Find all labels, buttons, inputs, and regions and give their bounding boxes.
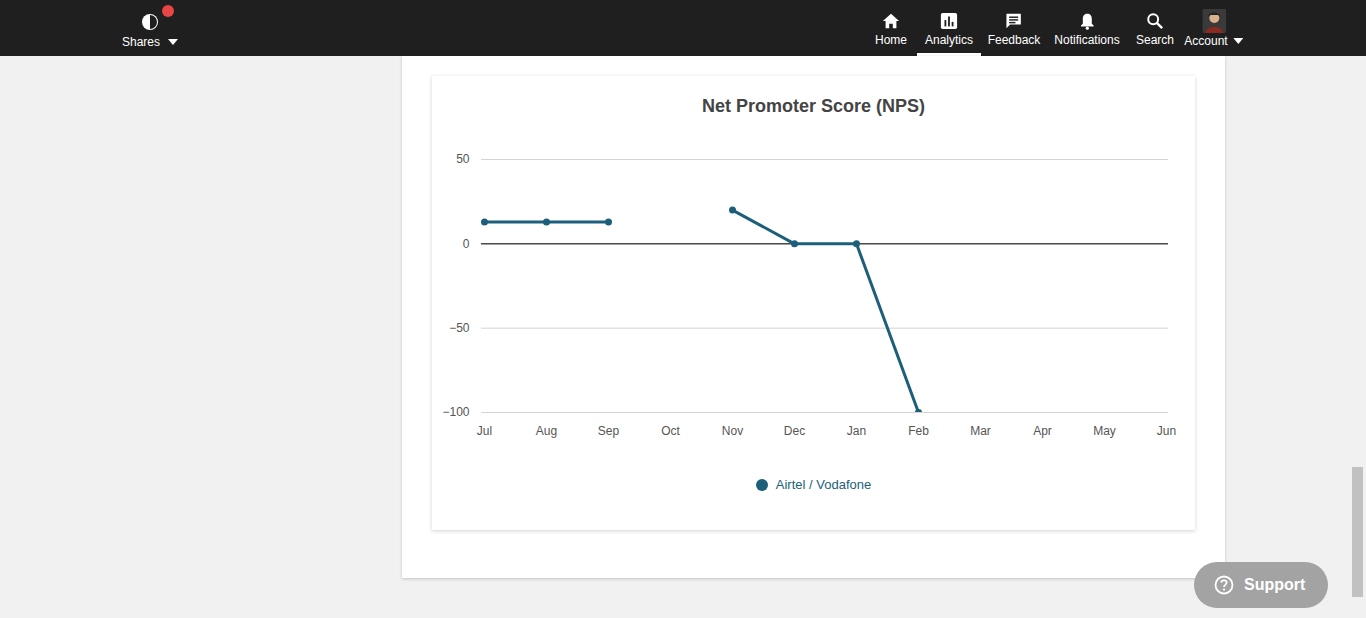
html-text:Airtel / Vodafone: Airtel / Vodafone: [775, 477, 872, 492]
svg-text:Sep: Sep: [598, 424, 620, 438]
svg-text:Jan: Jan: [847, 424, 866, 438]
html-text:Notifications: Notifications: [1054, 33, 1120, 47]
html-text:Shares: Shares: [122, 35, 160, 49]
svg-text:0: 0: [463, 237, 470, 251]
svg-text:Aug: Aug: [536, 424, 557, 438]
svg-text:Nov: Nov: [722, 424, 743, 438]
svg-text:Oct: Oct: [661, 424, 680, 438]
svg-text:May: May: [1093, 424, 1116, 438]
svg-text:Jun: Jun: [1157, 424, 1176, 438]
svg-text:Feb: Feb: [908, 424, 929, 438]
svg-text:Apr: Apr: [1033, 424, 1052, 438]
html-text:Support: Support: [1244, 576, 1306, 593]
svg-text:Mar: Mar: [970, 424, 991, 438]
html-text:Account: Account: [1184, 34, 1228, 48]
html-text:Search: Search: [1136, 33, 1174, 47]
html-text:Analytics: Analytics: [925, 33, 973, 47]
svg-text:Dec: Dec: [784, 424, 805, 438]
html-text:Feedback: Feedback: [987, 33, 1041, 47]
svg-text:Jul: Jul: [477, 424, 492, 438]
svg-text:50: 50: [456, 152, 470, 166]
svg-text:−100: −100: [442, 405, 469, 419]
svg-text:−50: −50: [449, 321, 470, 335]
html-text:Home: Home: [875, 33, 907, 47]
html-text:Net Promoter Score (NPS): Net Promoter Score (NPS): [702, 96, 925, 116]
